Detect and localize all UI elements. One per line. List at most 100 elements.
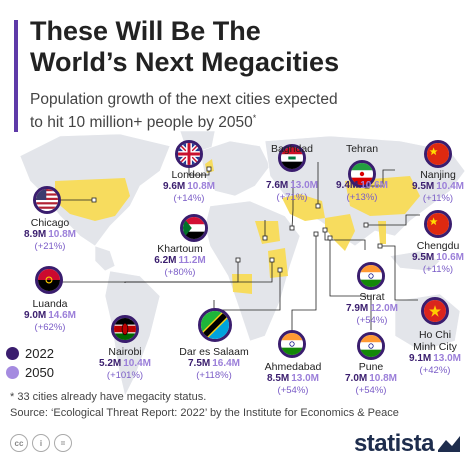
connector-nanjing [367,169,395,187]
kenya-flag-icon [111,315,139,343]
city-surat: Surat 7.9M 12.0M (+54%) [322,291,422,327]
connector-london [188,166,210,176]
growth-percent: (+42%) [419,365,451,376]
legend-item-2050: 2050 [6,365,54,380]
marker-ahmedabad [313,231,319,237]
source-note: Source: ‘Ecological Threat Report: 2022’… [10,407,399,419]
license-icons: cc i = [10,434,72,452]
value-2050: 10.6M [436,252,465,263]
growth-percent: (+62%) [34,322,66,333]
connector-daressalaam [213,272,281,311]
accent-bar [14,20,18,132]
growth-percent: (+54%) [356,315,388,326]
marker-daressalaam [277,267,283,273]
city-name: Dar es Salaam [179,346,249,358]
value-2022: 8.9M [23,229,47,240]
subtitle: Population growth of the next cities exp… [30,90,460,132]
value-2022: 7.5M [187,358,211,369]
value-2050: 16.4M [212,358,241,369]
connector-pune [329,238,372,330]
value-2022: 6.2M [154,255,177,266]
us-flag-icon [33,186,61,214]
city-name: Baghdad [270,143,314,155]
legend-swatch [6,347,19,360]
legend-item-2022: 2022 [6,346,54,361]
subtitle-line-2: to hit 10 million+ people by 2050* [30,109,460,132]
value-2022: 8.5M [266,373,290,384]
connector-chengdu [366,214,420,226]
connector-surat [324,230,366,250]
angola-flag-icon [35,266,63,294]
city-nairobi: Nairobi 5.2M 10.4M (+101%) [75,346,175,382]
city-name: Ahmedabad [264,361,322,373]
city-luanda: Luanda 9.0M 14.6M (+62%) [0,298,100,334]
statista-logo[interactable]: statista [353,430,435,457]
growth-percent: (+71%) [276,192,308,203]
city-name: Pune [358,361,384,373]
cc-icon[interactable]: cc [10,434,28,452]
value-2050: 13.0M [433,353,462,364]
growth-percent: (+14%) [173,193,205,204]
growth-percent: (+54%) [277,385,309,396]
value-2050: 10.8M [369,373,398,384]
city-baghdad: Baghdad [242,143,342,155]
city-london: London 9.6M 10.8M (+14%) [139,169,239,205]
city-name: Nanjing [420,169,456,181]
growth-percent: (+11%) [422,193,454,204]
city-pune: Pune 7.0M 10.8M (+54%) [321,361,421,397]
attribution-icon[interactable]: i [32,434,50,452]
city-ahmedabad: Ahmedabad 8.5M 13.0M (+54%) [243,361,343,397]
footer: cc i = statista [0,426,474,470]
growth-percent: (+101%) [106,370,144,381]
connector-ahmedabad [291,234,317,330]
connector-nairobi [124,262,273,283]
city-name: Nairobi [108,346,142,358]
marker-hochiminh [377,243,383,249]
value-2050: 14.6M [48,310,77,321]
city-baghdad-values: 7.6M 13.0M (+71%) [242,180,342,204]
value-2050: 10.8M [48,229,77,240]
legend-label: 2022 [25,346,54,361]
marker-surat [322,227,328,233]
subtitle-line-1: Population growth of the next cities exp… [30,91,338,108]
title-line-1: These Will Be The [30,16,261,46]
india-flag-icon [357,262,385,290]
city-name: London [171,169,207,181]
value-2050: 10.6M [360,180,389,191]
subtitle-footnote-mark: * [252,113,257,123]
china-flag-icon [424,140,452,168]
value-2022: 7.6M [265,180,289,191]
marker-chicago [91,197,97,203]
iran-flag-icon [348,160,376,188]
value-2050: 12.0M [370,303,399,314]
page-title: These Will Be The World’s Next Megacitie… [30,16,460,78]
equals-icon[interactable]: = [54,434,72,452]
value-2050: 13.0M [290,180,319,191]
marker-pune [327,235,333,241]
marker-tehran [315,203,321,209]
city-name: Luanda [32,298,68,310]
growth-percent: (+21%) [34,241,66,252]
city-khartoum: Khartoum 6.2M 11.2M (+80%) [130,243,230,279]
value-2050: 13.0M [291,373,320,384]
title-line-2: World’s Next Megacities [30,47,340,77]
city-name: Khartoum [157,243,203,255]
growth-percent: (+13%) [346,192,378,203]
iraq-flag-icon [278,144,306,172]
city-name: Surat [359,291,385,303]
city-chengdu: Chengdu 9.5M 10.6M (+11%) [388,240,474,276]
vietnam-flag-icon [421,297,449,325]
value-2022: 9.0M [23,310,47,321]
city-name: Ho Chi Minh City [413,329,457,353]
value-2022: 9.5M [411,181,435,192]
marker-chengdu [363,222,369,228]
uk-flag-icon [175,140,203,168]
india-flag-icon [278,330,306,358]
city-name: Tehran [345,143,379,155]
india-flag-icon [357,332,385,360]
value-2022: 9.1M [408,353,432,364]
marker-khartoum [262,235,268,241]
city-tehran-values: 9.4M 10.6M (+13%) [312,180,412,204]
value-2050: 10.4M [436,181,465,192]
